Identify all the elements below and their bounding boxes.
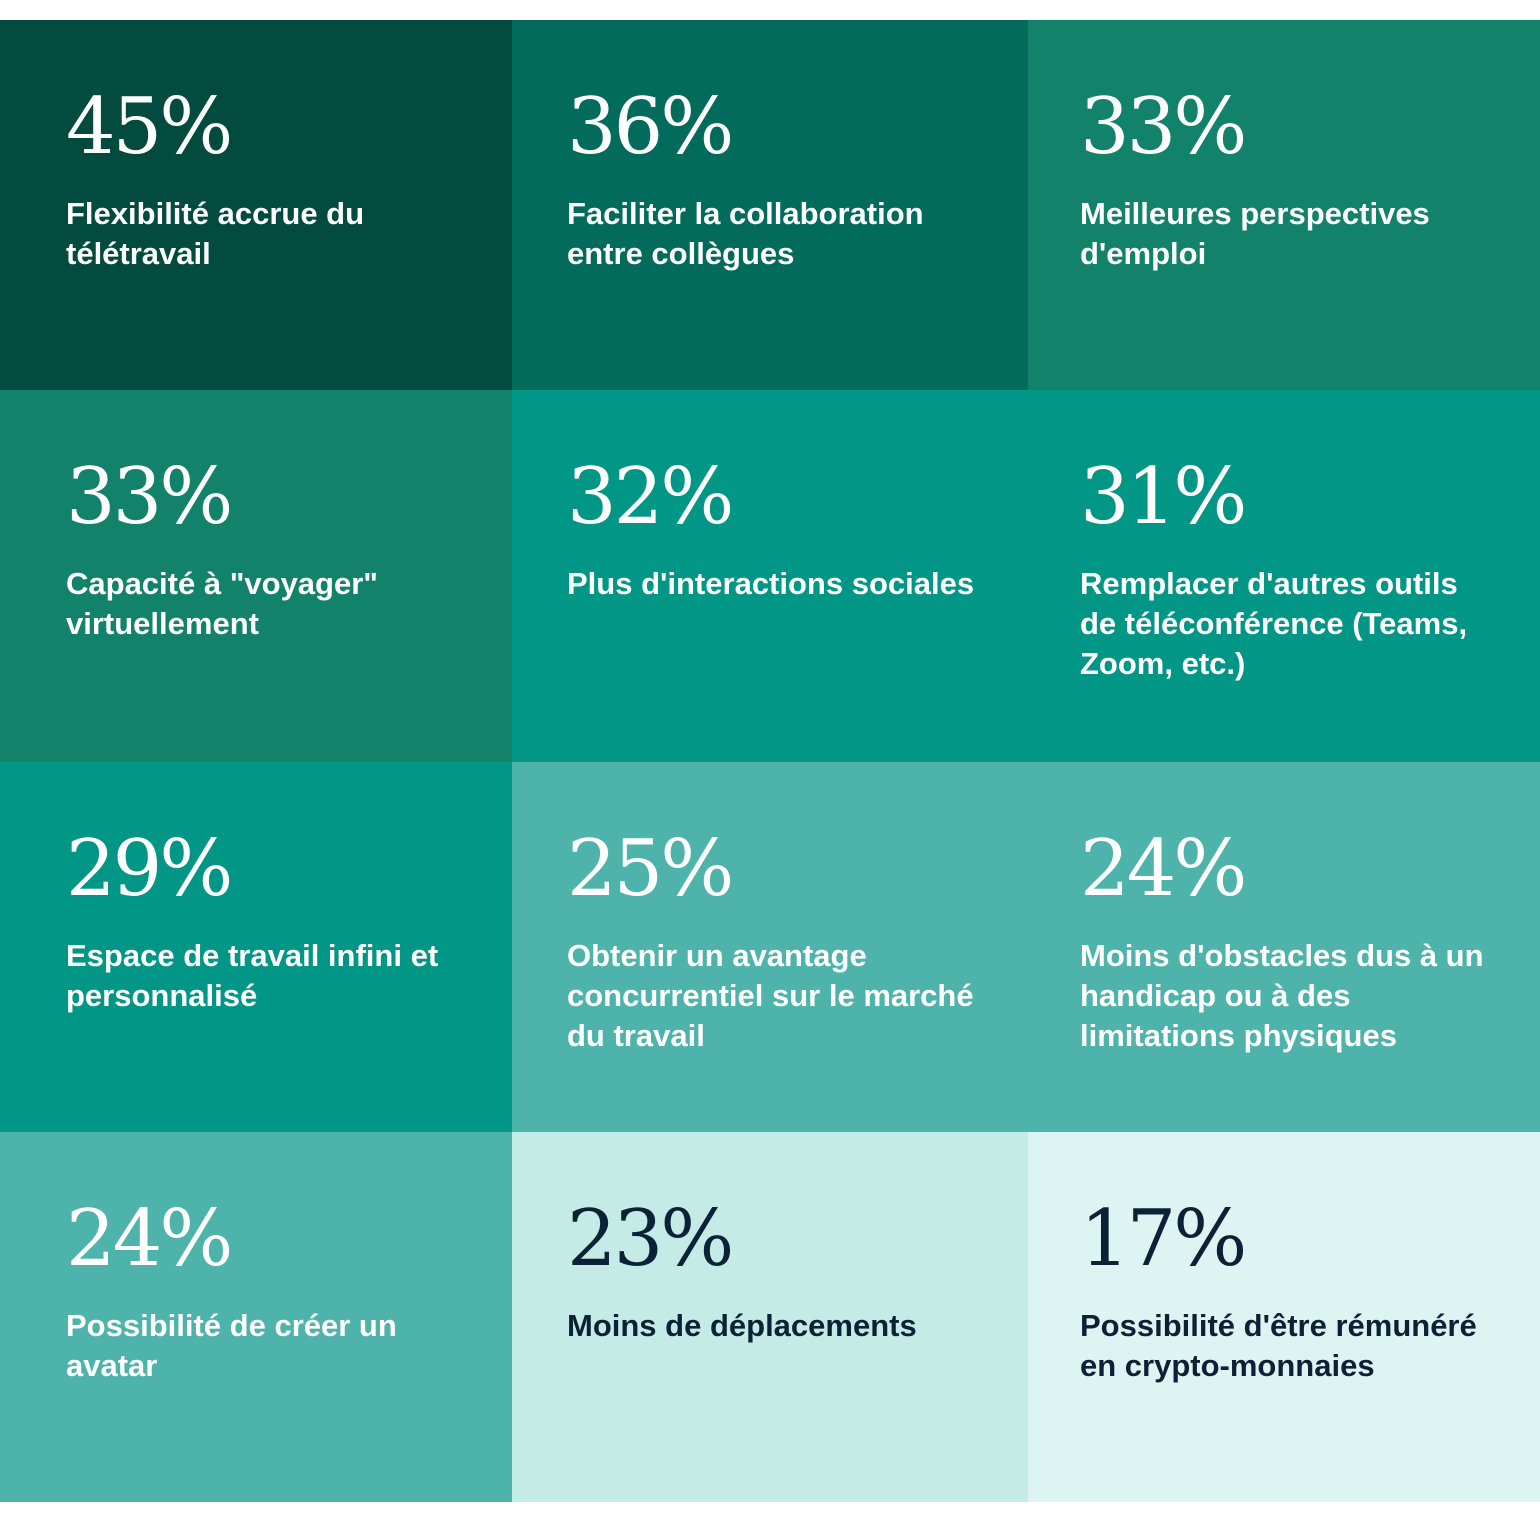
- stat-tile: 31% Remplacer d'autres outils de télécon…: [1028, 390, 1540, 762]
- stat-tile: 29% Espace de travail infini et personna…: [0, 762, 512, 1132]
- stat-tile: 36% Faciliter la collaboration entre col…: [512, 20, 1028, 390]
- stat-value: 24%: [1080, 824, 1247, 914]
- stat-tile: 32% Plus d'interactions sociales: [512, 390, 1028, 762]
- stat-value: 45%: [66, 82, 233, 172]
- stat-label: Possibilité d'être rémunéré en crypto-mo…: [1080, 1308, 1477, 1383]
- stat-label: Possibilité de créer un avatar: [66, 1308, 397, 1383]
- stat-tile: 17% Possibilité d'être rémunéré en crypt…: [1028, 1132, 1540, 1502]
- stat-label: Capacité à "voyager" virtuellement: [66, 566, 378, 641]
- stat-tile: 23% Moins de déplacements: [512, 1132, 1028, 1502]
- stat-label: Moins de déplacements: [567, 1308, 917, 1343]
- stat-value: 17%: [1080, 1194, 1247, 1284]
- stat-value: 33%: [66, 452, 233, 542]
- stat-label: Flexibilité accrue du télétravail: [66, 196, 365, 271]
- stat-label: Remplacer d'autres outils de téléconfére…: [1080, 566, 1468, 681]
- stat-value: 36%: [567, 82, 734, 172]
- stat-value: 29%: [66, 824, 233, 914]
- stat-grid: 45% Flexibilité accrue du télétravail 36%…: [0, 20, 1540, 1502]
- stat-tile: 25% Obtenir un avantage concurrentiel su…: [512, 762, 1028, 1132]
- stat-tile: 24% Possibilité de créer un avatar: [0, 1132, 512, 1502]
- stat-value: 25%: [567, 824, 734, 914]
- stat-value: 24%: [66, 1194, 233, 1284]
- stat-label: Obtenir un avantage concurrentiel sur le…: [567, 938, 974, 1053]
- stat-value: 32%: [567, 452, 734, 542]
- stat-value: 31%: [1080, 452, 1247, 542]
- stat-label: Meilleures perspectives d'emploi: [1080, 196, 1430, 271]
- stat-tile: 24% Moins d'obstacles dus à un handicap …: [1028, 762, 1540, 1132]
- stat-label: Espace de travail infini et personnalisé: [66, 938, 439, 1013]
- stat-label: Moins d'obstacles dus à un handicap ou à…: [1080, 938, 1484, 1053]
- stat-tile: 33% Capacité à "voyager" virtuellement: [0, 390, 512, 762]
- stat-label: Faciliter la collaboration entre collègu…: [567, 196, 924, 271]
- stat-tile: 45% Flexibilité accrue du télétravail: [0, 20, 512, 390]
- stat-value: 23%: [567, 1194, 734, 1284]
- stat-value: 33%: [1080, 82, 1247, 172]
- stat-tile: 33% Meilleures perspectives d'emploi: [1028, 20, 1540, 390]
- stat-label: Plus d'interactions sociales: [567, 566, 975, 601]
